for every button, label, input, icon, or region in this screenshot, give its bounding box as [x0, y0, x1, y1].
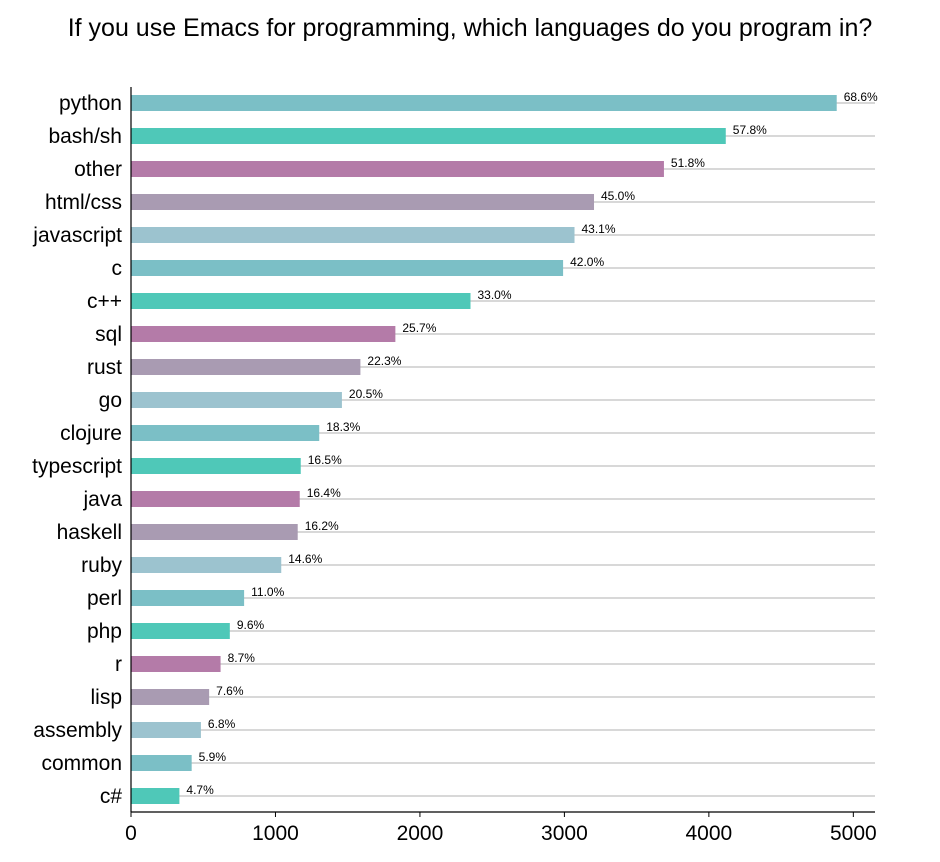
- data-label: 42.0%: [570, 255, 604, 269]
- category-label: java: [82, 488, 122, 511]
- data-label: 7.6%: [216, 684, 244, 698]
- category-label: sql: [95, 323, 122, 346]
- data-label: 8.7%: [228, 651, 256, 665]
- bar: [131, 623, 230, 639]
- category-label: c#: [100, 785, 123, 808]
- category-label: perl: [87, 587, 122, 610]
- category-label: bash/sh: [48, 125, 122, 148]
- bar: [131, 755, 192, 771]
- category-label: r: [115, 653, 122, 676]
- category-label: common: [41, 752, 122, 775]
- category-label: clojure: [60, 422, 122, 445]
- x-tick-label: 4000: [686, 822, 733, 845]
- bar: [131, 425, 320, 441]
- x-tick-label: 0: [125, 822, 137, 845]
- bar: [131, 161, 664, 177]
- category-label: lisp: [90, 686, 122, 709]
- bar: [131, 524, 298, 540]
- bar: [131, 491, 300, 507]
- category-label: c: [112, 257, 123, 280]
- bar: [131, 293, 471, 309]
- data-label: 4.7%: [186, 783, 214, 797]
- bar: [131, 788, 180, 804]
- category-label: html/css: [45, 191, 122, 214]
- category-label: ruby: [81, 554, 122, 577]
- data-label: 5.9%: [199, 750, 227, 764]
- data-label: 25.7%: [402, 321, 436, 335]
- data-label: 20.5%: [349, 387, 383, 401]
- data-label: 11.0%: [251, 585, 284, 599]
- bar: [131, 557, 282, 573]
- x-tick-label: 2000: [397, 822, 444, 845]
- category-label: php: [87, 620, 122, 643]
- category-label: c++: [87, 290, 122, 313]
- bar: [131, 194, 595, 210]
- data-label: 68.6%: [844, 90, 878, 104]
- data-label: 43.1%: [582, 222, 616, 236]
- bar: [131, 326, 396, 342]
- bar: [131, 227, 575, 243]
- bar: [131, 590, 245, 606]
- category-label: javascript: [32, 224, 122, 247]
- data-label: 18.3%: [326, 420, 360, 434]
- data-label: 51.8%: [671, 156, 705, 170]
- bar: [131, 392, 342, 408]
- data-label: 45.0%: [601, 189, 635, 203]
- bar: [131, 128, 726, 144]
- category-label: python: [59, 92, 122, 115]
- category-label: haskell: [57, 521, 122, 544]
- category-label: typescript: [32, 455, 122, 478]
- category-label: other: [74, 158, 122, 181]
- chart-title: If you use Emacs for programming, which …: [67, 14, 873, 42]
- data-label: 16.5%: [308, 453, 342, 467]
- bar: [131, 359, 361, 375]
- x-tick-label: 5000: [830, 822, 877, 845]
- bar: [131, 458, 301, 474]
- data-label: 33.0%: [477, 288, 511, 302]
- category-label: go: [99, 389, 122, 412]
- bar: [131, 260, 564, 276]
- data-label: 6.8%: [208, 717, 236, 731]
- data-label: 22.3%: [367, 354, 401, 368]
- bar: [131, 722, 201, 738]
- data-label: 16.4%: [307, 486, 341, 500]
- bar: [131, 95, 837, 111]
- category-label: rust: [87, 356, 122, 379]
- bar: [131, 656, 221, 672]
- bar: [131, 689, 210, 705]
- data-label: 57.8%: [733, 123, 767, 137]
- data-label: 14.6%: [288, 552, 322, 566]
- x-tick-label: 3000: [541, 822, 588, 845]
- data-label: 9.6%: [237, 618, 265, 632]
- x-tick-label: 1000: [252, 822, 299, 845]
- data-label: 16.2%: [305, 519, 339, 533]
- category-label: assembly: [33, 719, 122, 742]
